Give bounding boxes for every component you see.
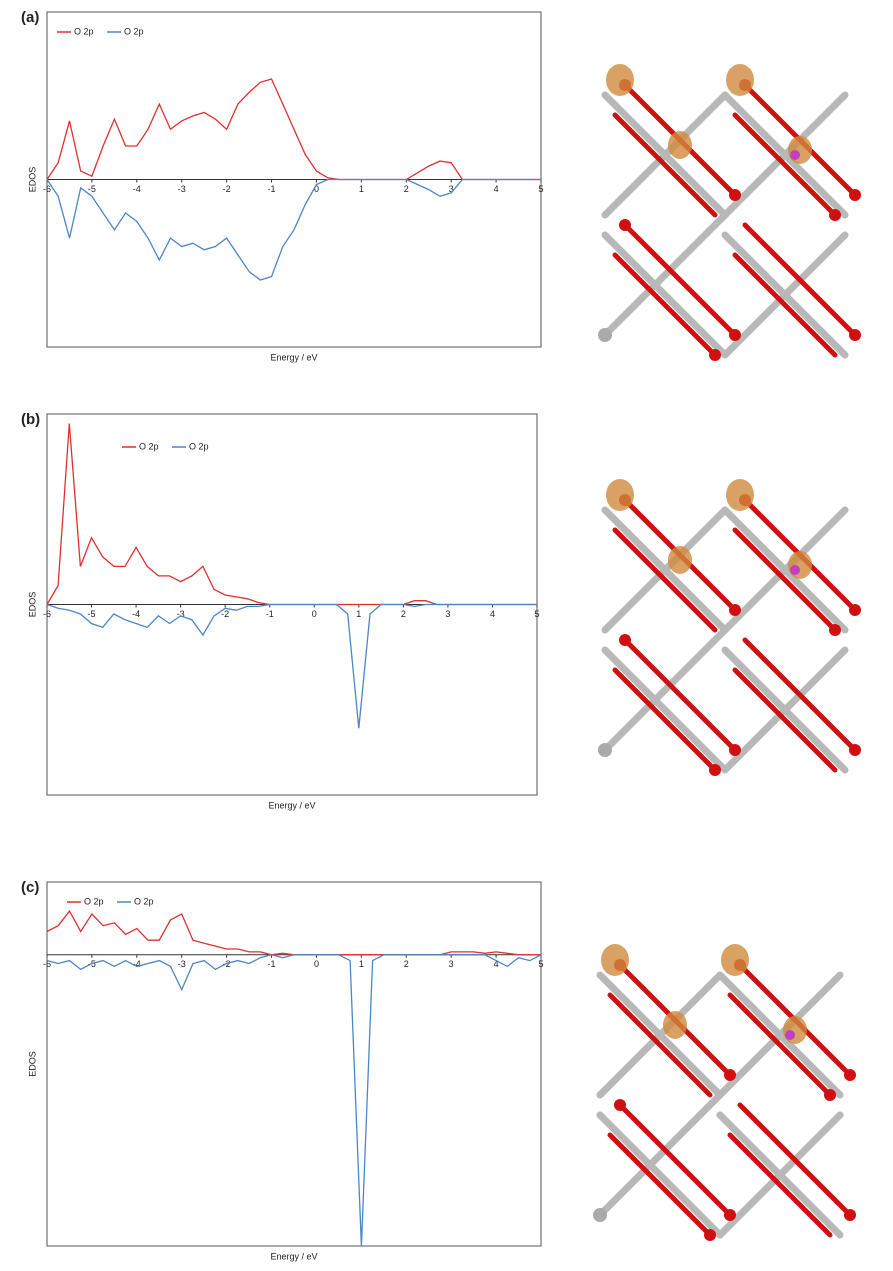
x-tick-label: -1	[268, 959, 276, 969]
x-axis-label: Energy / eV	[268, 800, 315, 810]
panel-label: (a)	[21, 9, 39, 26]
x-tick-label: -5	[88, 184, 96, 194]
x-tick-label: 5	[538, 184, 543, 194]
crystal-structure-a	[598, 64, 861, 361]
legend-label: O 2p	[124, 26, 144, 36]
x-tick-label: 1	[359, 184, 364, 194]
x-tick-label: 5	[534, 609, 539, 619]
legend-label: O 2p	[84, 896, 104, 906]
crystal-structure-c	[593, 944, 856, 1241]
crystal-structure-b	[598, 479, 861, 776]
series-line	[47, 180, 541, 281]
x-axis-label: Energy / eV	[270, 352, 317, 362]
x-tick-label: 1	[359, 959, 364, 969]
x-tick-label: -1	[266, 609, 274, 619]
x-tick-label: 2	[404, 184, 409, 194]
x-tick-label: -4	[133, 184, 141, 194]
x-tick-label: -4	[132, 609, 140, 619]
x-tick-label: 5	[538, 959, 543, 969]
x-tick-label: 3	[445, 609, 450, 619]
series-line	[47, 424, 537, 605]
x-tick-label: 2	[404, 959, 409, 969]
x-tick-label: -3	[178, 184, 186, 194]
x-tick-label: 4	[494, 184, 499, 194]
x-tick-label: -6	[43, 609, 51, 619]
figure: -6 -5 -4 -3 -2 -1 0 1 2 3 4 5 (a) Energy / eV EDOS O 2p…	[0, 0, 893, 1271]
x-tick-label: -6	[43, 184, 51, 194]
x-tick-label: 0	[314, 959, 319, 969]
legend-label: O 2p	[139, 441, 159, 451]
x-tick-label: -5	[88, 609, 96, 619]
x-tick-label: 1	[356, 609, 361, 619]
series-line	[47, 955, 541, 1246]
x-tick-label: 3	[449, 959, 454, 969]
legend-label: O 2p	[134, 896, 154, 906]
x-tick-label: -2	[223, 184, 231, 194]
x-axis-label: Energy / eV	[270, 1251, 317, 1261]
panel-label: (c)	[21, 879, 39, 896]
legend-label: O 2p	[74, 26, 94, 36]
panel-label: (b)	[21, 411, 40, 428]
x-tick-label: 0	[312, 609, 317, 619]
plot-frame	[47, 882, 541, 1246]
series-line	[47, 79, 541, 180]
y-axis-label: EDOS	[27, 592, 37, 618]
x-tick-label: 2	[401, 609, 406, 619]
x-tick-label: -1	[268, 184, 276, 194]
series-line	[47, 911, 541, 955]
series-line	[47, 605, 537, 729]
y-axis-label: EDOS	[27, 1051, 37, 1077]
y-axis-label: EDOS	[27, 167, 37, 193]
legend-label: O 2p	[189, 441, 209, 451]
x-tick-label: -4	[133, 959, 141, 969]
x-tick-label: -3	[178, 959, 186, 969]
x-tick-label: 4	[490, 609, 495, 619]
